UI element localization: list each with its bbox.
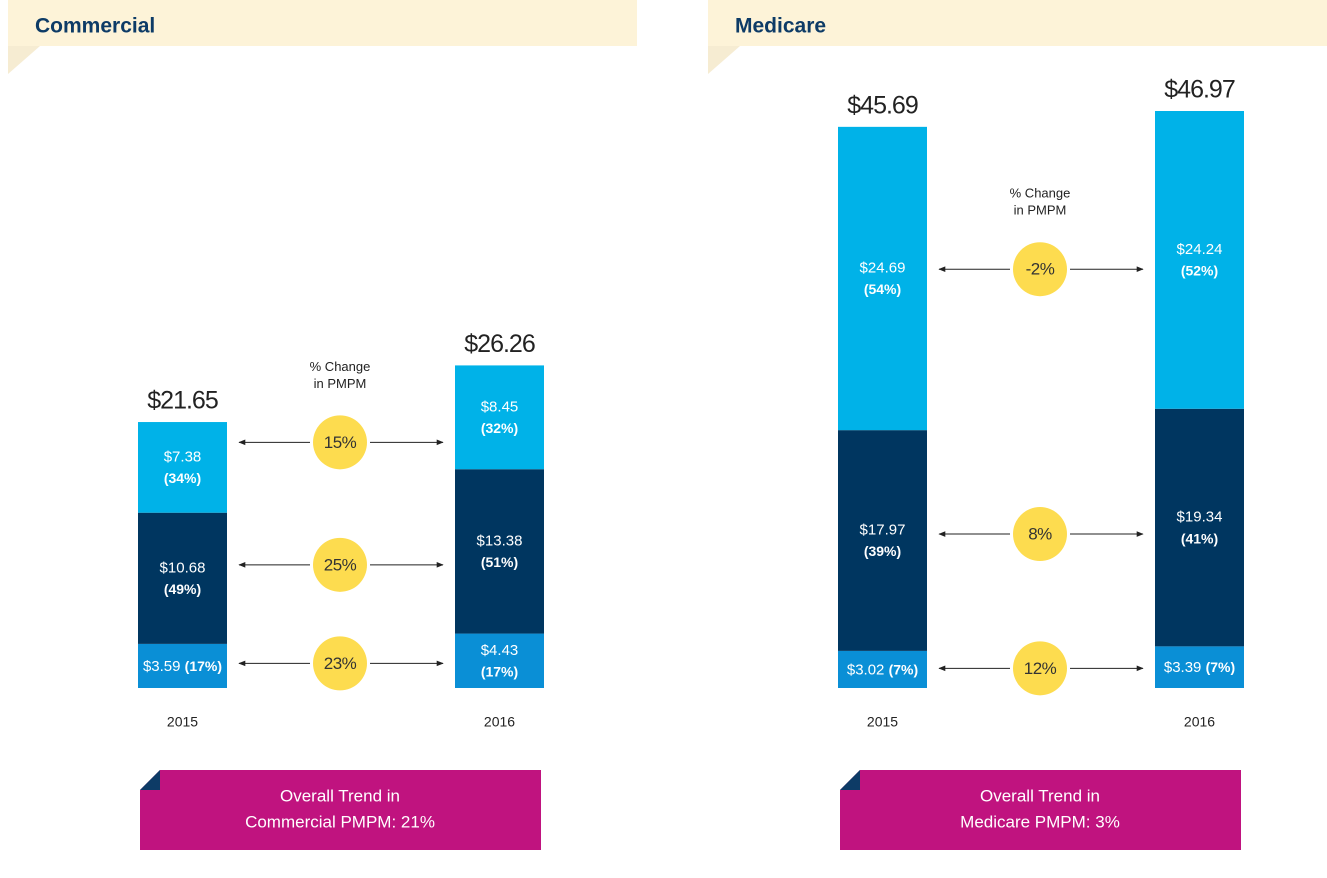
segment-value: $24.69: [860, 259, 906, 276]
panel-title: Commercial: [35, 15, 155, 38]
panel: Medicare $3.02 (7%) $17.97 (39%) $24.69 (54%)…: [708, 0, 1327, 850]
category-label: 2016: [1184, 714, 1215, 730]
bar-segment: [838, 650, 927, 688]
note-text: Overall Trend in: [980, 786, 1100, 805]
note-text: Medicare PMPM: 3%: [960, 812, 1120, 831]
bar-segment: [138, 643, 227, 688]
change-badge: [1013, 641, 1067, 696]
change-badge: [1013, 242, 1067, 297]
segment-share: (54%): [864, 281, 901, 297]
change-badge: [313, 636, 367, 691]
header-band: [8, 0, 637, 46]
change-heading: % Change: [310, 359, 371, 374]
segment-value: $13.38: [477, 532, 523, 549]
change-badge: [313, 537, 367, 592]
bar-segment: [138, 422, 227, 513]
segment-share: (34%): [164, 470, 201, 486]
bar-total: $21.65: [147, 387, 218, 415]
note-fold-dark: [840, 770, 860, 790]
change-heading: in PMPM: [1014, 203, 1067, 218]
segment-value: $7.38: [164, 448, 202, 465]
segment-share: (51%): [481, 554, 518, 570]
segment-share: (17%): [185, 658, 222, 674]
note-fold-dark: [140, 770, 160, 790]
change-label: -2%: [1026, 260, 1055, 279]
bar-segment: [838, 126, 927, 431]
change-label: 23%: [324, 654, 357, 673]
segment-value: $3.59: [143, 658, 181, 675]
segment-share: (41%): [1181, 530, 1218, 546]
segment-value: $8.45: [481, 398, 519, 415]
bar-segment: [1155, 646, 1244, 688]
bar-segment: [455, 633, 544, 688]
bar-segment: [1155, 408, 1244, 647]
header-fold: [708, 46, 740, 74]
bar-total: $46.97: [1164, 76, 1235, 104]
bar-segment: [138, 512, 227, 644]
header-fold: [8, 46, 40, 74]
segment-share: (49%): [164, 581, 201, 597]
segment-value: $3.02: [847, 661, 885, 678]
panel: Commercial $3.59 (17%) $10.68 (49%) $7.38 (34…: [8, 0, 637, 850]
change-label: 8%: [1028, 525, 1052, 544]
panel-title: Medicare: [735, 15, 826, 38]
bar-segment: [1155, 111, 1244, 409]
category-label: 2016: [484, 714, 515, 730]
segment-label: $3.02 (7%): [847, 661, 918, 678]
change-heading: in PMPM: [314, 376, 367, 391]
segment-value: $10.68: [160, 559, 206, 576]
segment-value: $3.39: [1164, 659, 1202, 676]
segment-share: (17%): [481, 663, 518, 679]
segment-share: (7%): [1206, 659, 1236, 675]
bar-segment: [455, 365, 544, 470]
change-label: 15%: [324, 433, 357, 452]
bar-total: $45.69: [847, 91, 918, 119]
change-badge: [313, 415, 367, 470]
note-box: [840, 770, 1241, 850]
category-label: 2015: [167, 714, 198, 730]
note-text: Commercial PMPM: 21%: [245, 812, 435, 831]
header-band: [708, 0, 1327, 46]
change-heading: % Change: [1010, 186, 1071, 201]
segment-value: $17.97: [860, 521, 906, 538]
segment-value: $19.34: [1177, 509, 1223, 526]
segment-share: (7%): [889, 661, 919, 677]
segment-share: (39%): [864, 543, 901, 559]
note-text: Overall Trend in: [280, 786, 400, 805]
change-label: 12%: [1024, 659, 1057, 678]
category-label: 2015: [867, 714, 898, 730]
change-badge: [1013, 507, 1067, 562]
bar-segment: [455, 469, 544, 634]
change-label: 25%: [324, 555, 357, 574]
bar-segment: [838, 430, 927, 651]
segment-label: $3.59 (17%): [143, 658, 222, 675]
segment-value: $24.24: [1177, 241, 1223, 258]
bar-total: $26.26: [464, 330, 535, 358]
note-box: [140, 770, 541, 850]
segment-share: (32%): [481, 420, 518, 436]
segment-share: (52%): [1181, 263, 1218, 279]
segment-value: $4.43: [481, 642, 519, 659]
segment-label: $3.39 (7%): [1164, 659, 1235, 676]
